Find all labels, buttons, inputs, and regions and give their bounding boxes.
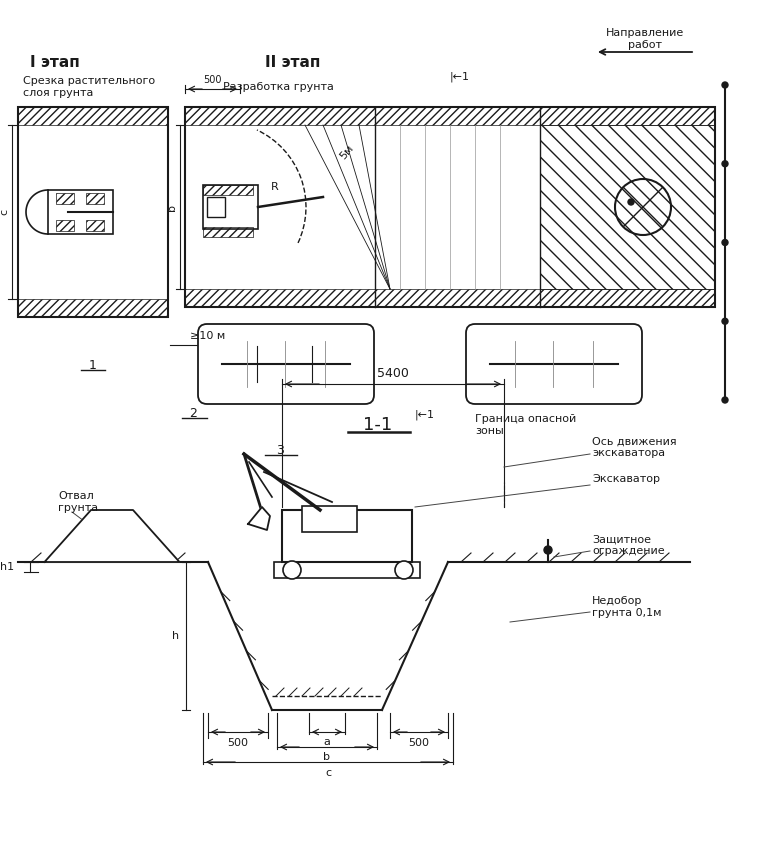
Bar (203, 185, 258, 229)
Text: I этап: I этап (30, 54, 80, 69)
Bar (48, 190, 113, 234)
Text: h: h (172, 631, 180, 641)
Text: 2: 2 (189, 407, 197, 419)
Text: Недобор
грунта 0,1м: Недобор грунта 0,1м (592, 596, 662, 617)
FancyBboxPatch shape (466, 324, 642, 404)
Text: a: a (324, 737, 330, 747)
Bar (18, 107, 168, 317)
Circle shape (544, 546, 552, 554)
Polygon shape (45, 510, 180, 562)
Text: Отвал
грунта: Отвал грунта (58, 491, 98, 512)
FancyBboxPatch shape (198, 324, 374, 404)
Text: 5400: 5400 (377, 367, 409, 379)
Text: b: b (324, 752, 330, 762)
Circle shape (283, 561, 301, 579)
Text: 500: 500 (409, 738, 430, 748)
Text: h1: h1 (0, 562, 14, 572)
Text: b: b (167, 203, 177, 211)
Bar (540, 125, 715, 289)
Text: c: c (325, 768, 331, 778)
Text: ≥10 м: ≥10 м (190, 331, 226, 341)
Bar (56, 193, 74, 204)
Bar (18, 299, 168, 317)
Text: 500: 500 (227, 738, 249, 748)
Bar (185, 289, 715, 307)
Bar (86, 193, 104, 204)
Bar (302, 506, 357, 532)
Circle shape (722, 318, 728, 324)
Text: 1: 1 (89, 358, 97, 372)
Text: Защитное
ограждение: Защитное ограждение (592, 534, 665, 556)
Bar (203, 227, 253, 237)
Text: R: R (271, 182, 279, 192)
Circle shape (722, 82, 728, 88)
Text: |←1: |←1 (415, 410, 435, 420)
Circle shape (722, 240, 728, 246)
Bar (274, 562, 420, 578)
Bar (185, 107, 715, 125)
Text: Направление
работ: Направление работ (606, 28, 684, 50)
Circle shape (395, 561, 413, 579)
Bar (282, 510, 412, 562)
Text: c: c (0, 209, 9, 215)
Text: |←1: |←1 (450, 72, 470, 82)
Text: Граница опасной
зоны: Граница опасной зоны (475, 414, 576, 436)
Text: Срезка растительного
слоя грунта: Срезка растительного слоя грунта (23, 76, 155, 97)
Text: 500: 500 (202, 75, 221, 85)
Text: 3: 3 (276, 444, 284, 457)
Text: Ось движения
экскаватора: Ось движения экскаватора (592, 436, 677, 457)
Bar (207, 197, 225, 217)
Bar (203, 185, 253, 195)
Polygon shape (248, 507, 270, 530)
Text: 5м: 5м (338, 143, 356, 161)
Text: 1-1: 1-1 (363, 416, 393, 434)
Text: Экскаватор: Экскаватор (592, 474, 660, 484)
Text: Разработка грунта: Разработка грунта (223, 82, 334, 92)
Bar (56, 220, 74, 231)
Bar (86, 220, 104, 231)
Circle shape (722, 397, 728, 403)
Bar (18, 107, 168, 125)
Bar (185, 107, 715, 307)
Circle shape (722, 161, 728, 167)
Circle shape (628, 199, 634, 205)
Text: II этап: II этап (265, 54, 321, 69)
